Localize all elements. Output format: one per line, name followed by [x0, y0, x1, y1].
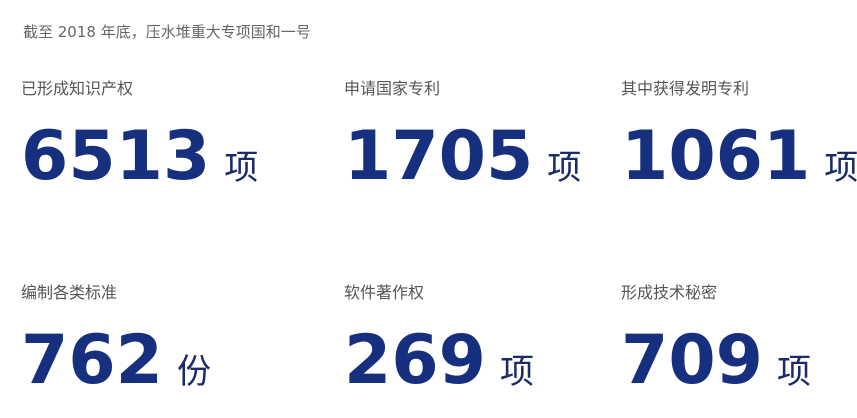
stat-value-row: 6513 项: [21, 123, 321, 191]
stat-technical-secrets: 形成技术秘密 709 项: [621, 283, 857, 395]
stat-number: 1705: [344, 117, 534, 196]
stat-intellectual-property: 已形成知识产权 6513 项: [21, 79, 321, 191]
stat-number: 6513: [21, 117, 211, 196]
stat-value-row: 709 项: [621, 327, 857, 395]
stat-number: 709: [621, 321, 763, 400]
stat-label: 已形成知识产权: [21, 79, 134, 98]
stat-number: 1061: [621, 117, 811, 196]
stat-number: 762: [21, 321, 163, 400]
stat-software-copyrights: 软件著作权 269 项: [344, 283, 644, 395]
stat-value-row: 269 项: [344, 327, 644, 395]
stat-value-row: 762 份: [21, 327, 321, 395]
stat-unit: 项: [224, 148, 259, 188]
stat-number: 269: [344, 321, 486, 400]
stat-unit: 份: [176, 352, 211, 392]
stat-unit: 项: [776, 352, 811, 392]
stat-label: 编制各类标准: [21, 283, 118, 302]
intro-text: 截至 2018 年底，压水堆重大专项国和一号: [23, 23, 311, 41]
stat-unit: 项: [499, 352, 534, 392]
stat-value-row: 1061 项: [621, 123, 857, 191]
stat-standards: 编制各类标准 762 份: [21, 283, 321, 395]
stat-unit: 项: [547, 148, 582, 188]
stat-label: 形成技术秘密: [621, 283, 718, 302]
stat-label: 申请国家专利: [344, 79, 441, 98]
stat-unit: 项: [824, 148, 857, 188]
stat-invention-patents: 其中获得发明专利 1061 项: [621, 79, 857, 191]
stat-label: 其中获得发明专利: [621, 79, 750, 98]
stat-value-row: 1705 项: [344, 123, 644, 191]
stat-label: 软件著作权: [344, 283, 425, 302]
stat-national-patents: 申请国家专利 1705 项: [344, 79, 644, 191]
